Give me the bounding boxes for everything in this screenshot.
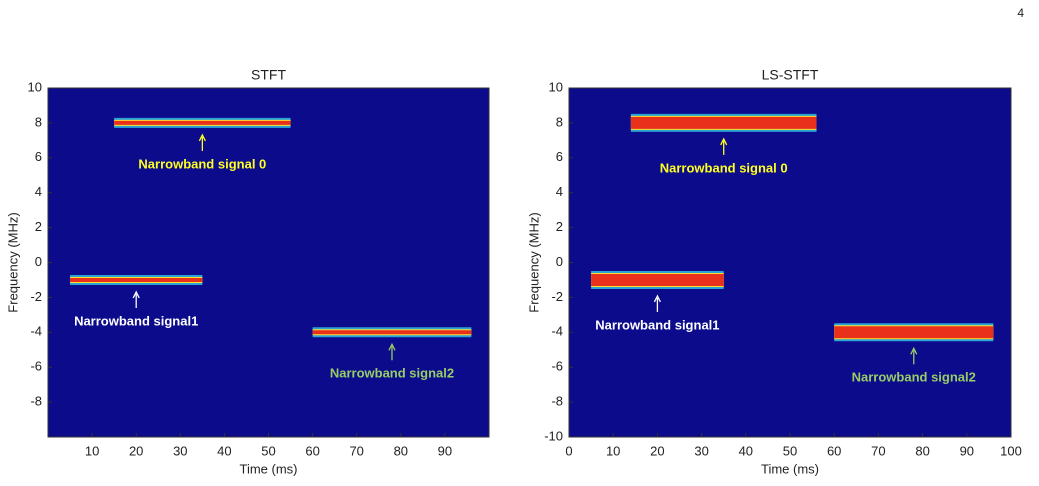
annotation-arrowhead: [132, 290, 140, 299]
x-tick-label: 60: [305, 443, 319, 458]
x-tick-label: 90: [960, 443, 974, 458]
y-tick-label: 10: [28, 79, 42, 94]
x-tick-label: 80: [915, 443, 929, 458]
y-tick-label: 8: [35, 114, 42, 129]
x-tick-label: 40: [217, 443, 231, 458]
y-tick-label: 0: [35, 254, 42, 269]
y-tick-label: 8: [556, 114, 563, 129]
x-axis-label: Time (ms): [239, 461, 297, 476]
page-number: 4: [1017, 6, 1024, 20]
x-tick-label: 100: [1000, 443, 1022, 458]
x-tick-label: 40: [739, 443, 753, 458]
y-tick-label: 4: [35, 184, 42, 199]
y-tick-label: -4: [30, 324, 42, 339]
y-tick-label: -8: [551, 394, 563, 409]
x-tick-label: 70: [349, 443, 363, 458]
annotation-arrowhead: [910, 346, 918, 355]
x-tick-label: 30: [694, 443, 708, 458]
x-tick-label: 90: [438, 443, 452, 458]
y-tick-label: 6: [556, 149, 563, 164]
y-tick-label: 4: [556, 184, 563, 199]
annotation-arrowhead: [720, 137, 728, 146]
y-tick-label: -2: [30, 289, 42, 304]
plot-background: [569, 88, 1011, 437]
y-tick-label: 0: [556, 254, 563, 269]
annotation: Narrowband signal1: [74, 313, 198, 328]
y-tick-label: -2: [551, 289, 563, 304]
x-tick-label: 50: [783, 443, 797, 458]
x-tick-label: 80: [394, 443, 408, 458]
x-tick-label: 0: [565, 443, 572, 458]
x-tick-label: 30: [173, 443, 187, 458]
plot-background: [48, 88, 489, 437]
y-tick-label: 2: [556, 219, 563, 234]
annotation: Narrowband signal1: [595, 317, 719, 332]
x-tick-label: 50: [261, 443, 275, 458]
chart-title: STFT: [251, 67, 286, 83]
annotation: Narrowband signal 0: [660, 160, 788, 175]
y-tick-label: -10: [544, 428, 563, 443]
x-tick-label: 70: [871, 443, 885, 458]
x-axis-label: Time (ms): [761, 461, 819, 476]
y-axis-label: Frequency (MHz): [5, 212, 20, 312]
annotation: Narrowband signal 0: [138, 156, 266, 171]
chart-title: LS-STFT: [762, 67, 819, 83]
annotation-arrowhead: [388, 342, 396, 351]
y-tick-label: -6: [551, 359, 563, 374]
x-tick-label: 20: [650, 443, 664, 458]
y-tick-label: -6: [30, 359, 42, 374]
y-tick-label: 6: [35, 149, 42, 164]
x-tick-label: 10: [606, 443, 620, 458]
annotation-arrowhead: [653, 294, 661, 303]
x-tick-label: 20: [129, 443, 143, 458]
y-tick-label: -8: [30, 394, 42, 409]
x-tick-label: 60: [827, 443, 841, 458]
annotation: Narrowband signal2: [852, 370, 976, 385]
y-axis-label: Frequency (MHz): [526, 212, 541, 312]
x-tick-label: 10: [85, 443, 99, 458]
y-tick-label: 10: [549, 79, 563, 94]
y-tick-label: 2: [35, 219, 42, 234]
annotation: Narrowband signal2: [330, 366, 454, 381]
y-tick-label: -4: [551, 324, 563, 339]
annotation-arrowhead: [198, 133, 206, 142]
